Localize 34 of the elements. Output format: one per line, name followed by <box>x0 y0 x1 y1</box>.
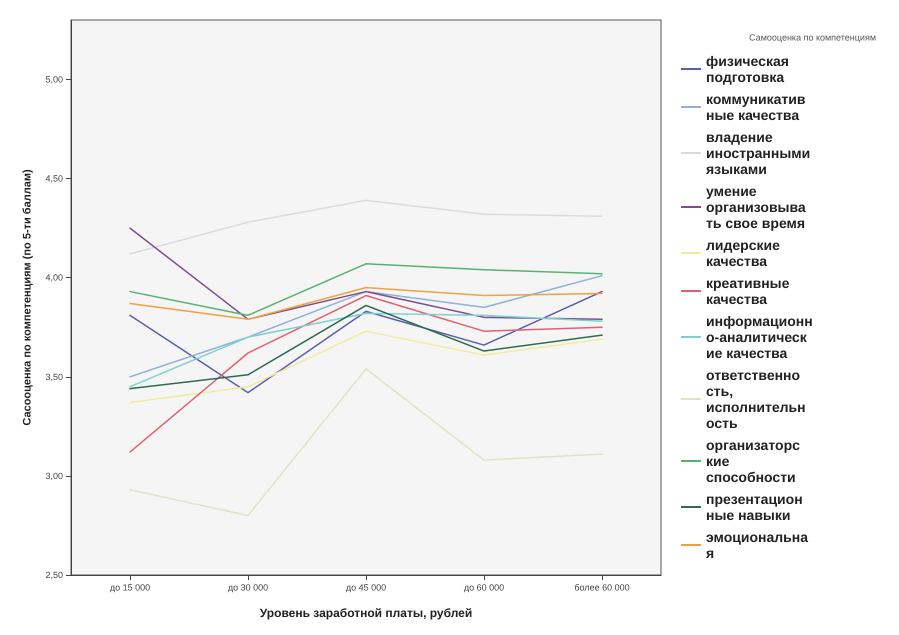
line-series <box>129 274 603 378</box>
legend-label: эмоциональная <box>706 529 808 561</box>
legend-label: умение организовывать свое время <box>706 183 806 231</box>
line-series <box>129 286 603 320</box>
y-tick-label: 4,00 <box>45 272 63 283</box>
legend-label: ответственность, исполнительность <box>706 367 806 431</box>
y-axis-title: Сасооценка по компетенциям (по 5-ти баллам) <box>22 169 34 426</box>
legend-title: Самооценка по компетенциям <box>749 32 876 42</box>
legend-label: лидерские качества <box>706 237 784 269</box>
legend-label: информационно-аналитические качества <box>706 313 813 361</box>
y-tick-label: 2,50 <box>45 570 63 580</box>
y-tick-label: 5,00 <box>45 74 63 84</box>
line-series <box>129 263 603 316</box>
legend-label: организаторские способности <box>706 437 800 485</box>
x-tick-label: до 60 000 <box>464 582 504 592</box>
line-series <box>129 294 603 453</box>
line-series <box>129 368 603 516</box>
legend-label: владение иностранными языками <box>706 129 814 177</box>
x-axis-title: Уровень заработной платы, рублей <box>260 606 472 620</box>
x-tick-label: до 15 000 <box>110 582 150 592</box>
x-tick-label: до 30 000 <box>228 582 268 592</box>
x-tick-label: до 45 000 <box>346 582 386 592</box>
line-series <box>129 200 603 255</box>
legend-label: коммуникативные качества <box>706 91 806 123</box>
line-series <box>129 290 603 394</box>
x-tick-label: более 60 000 <box>574 582 630 592</box>
y-tick-label: 3,50 <box>45 372 63 382</box>
line-series <box>129 330 603 404</box>
y-tick-label: 4,50 <box>45 174 63 184</box>
legend-label: физическая подготовка <box>706 53 793 85</box>
legend-label: креативные качества <box>706 275 794 307</box>
y-tick-label: 3,00 <box>45 470 63 481</box>
legend-label: презентационные навыки <box>706 491 803 523</box>
line-series <box>129 227 603 320</box>
